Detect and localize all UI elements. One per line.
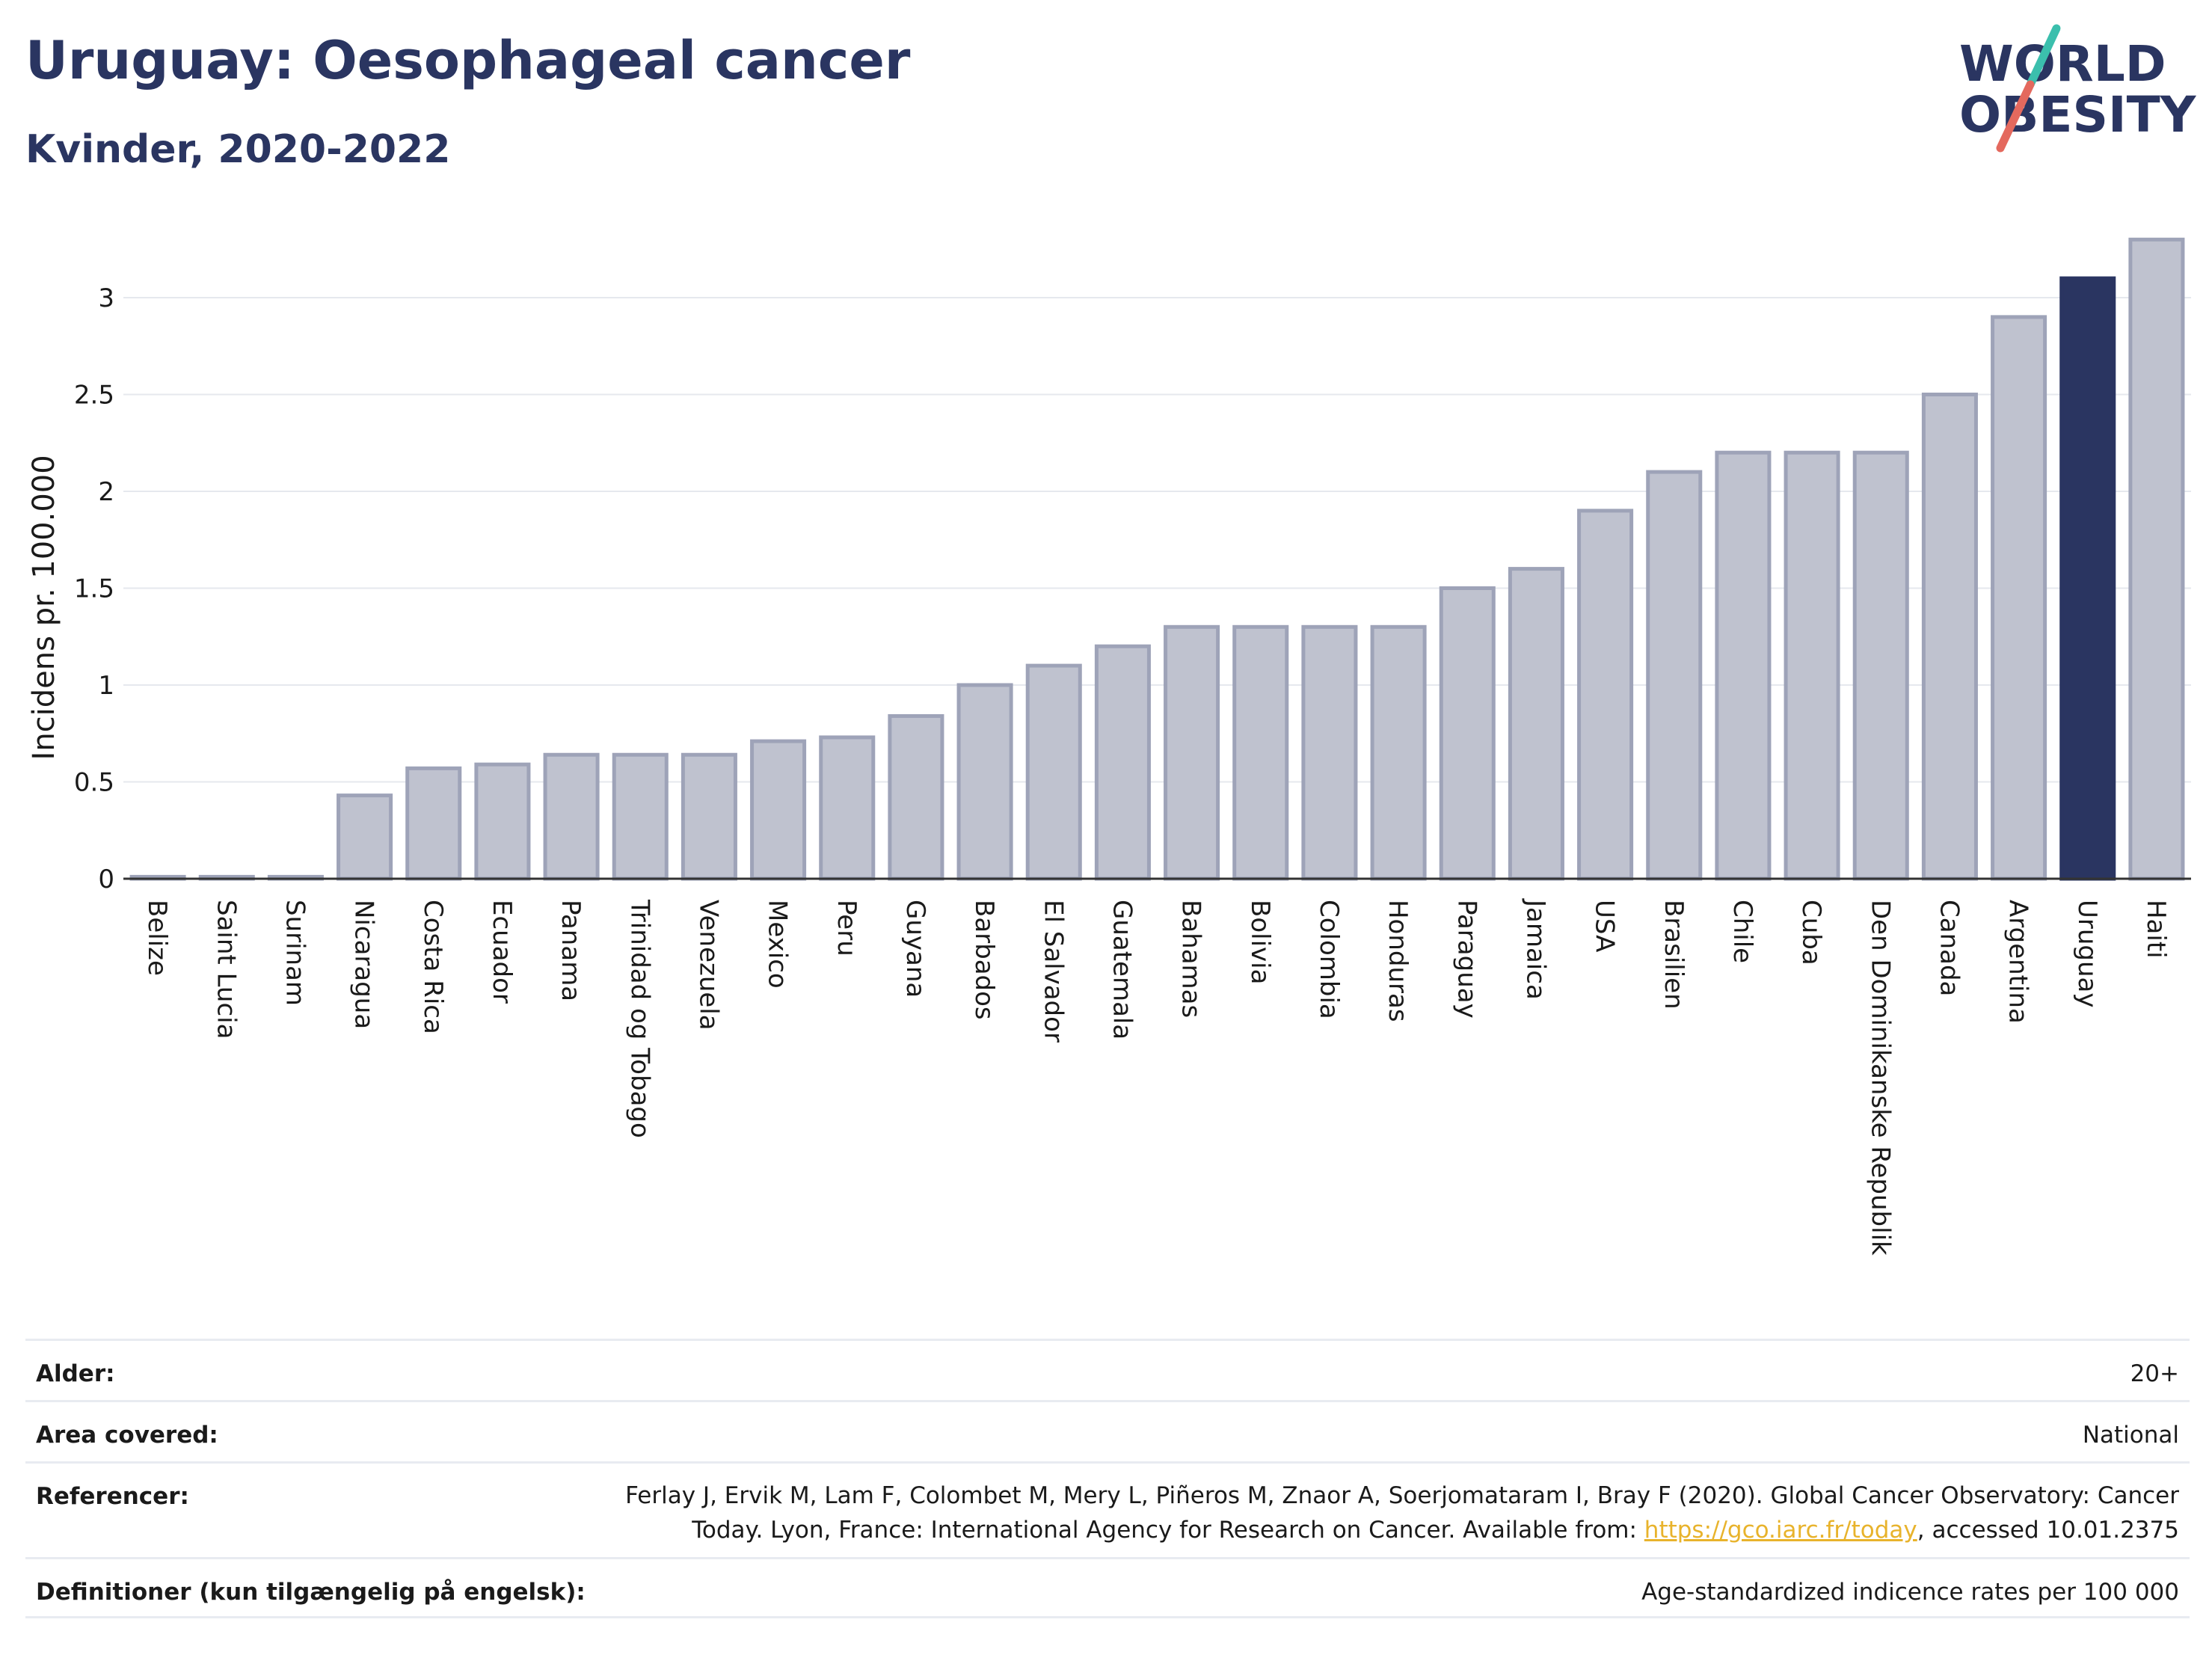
bar-el-salvador	[1025, 663, 1082, 881]
logo-slash-red	[1996, 80, 2035, 153]
bar-guatemala	[1094, 644, 1151, 881]
bar-nicaragua	[337, 793, 393, 881]
bar-barbados	[956, 683, 1013, 881]
bar-paraguay	[1439, 586, 1496, 881]
info-label-age: Alder:	[36, 1360, 115, 1387]
x-tick-label: Belize	[142, 900, 172, 976]
x-tick-label: Canada	[1934, 900, 1964, 996]
x-tick-label: Colombia	[1314, 900, 1344, 1019]
x-tick-label: Chile	[1727, 900, 1757, 963]
x-tick-label: Guyana	[900, 900, 930, 998]
bar-guyana	[888, 713, 944, 881]
x-tick-label: Saint Lucia	[211, 900, 241, 1039]
x-tick-label: Bahamas	[1176, 900, 1206, 1018]
world-obesity-logo: WORLD OBESITY	[1959, 24, 2197, 153]
info-table: Alder: 20+ Area covered: National Refere…	[25, 1339, 2190, 1618]
info-row-area: Area covered: National	[25, 1400, 2190, 1461]
bars	[129, 237, 2185, 881]
x-tick-label: Bolivia	[1245, 900, 1275, 984]
reference-line1: Ferlay J, Ervik M, Lam F, Colombet M, Me…	[625, 1482, 2179, 1509]
x-tick-label: Haiti	[2141, 900, 2171, 959]
bar-chart: 0 0.5 1 1.5 2 2.5 3 Belize Saint Lucia Surinam Ni…	[27, 237, 2191, 1256]
y-tick-label: 2	[98, 477, 114, 507]
x-tick-label: Venezuela	[693, 900, 723, 1031]
reference-link[interactable]: https://gco.iarc.fr/today	[1644, 1517, 1917, 1544]
logo-line1: WORLD	[1959, 35, 2166, 93]
x-tick-label: Barbados	[969, 900, 999, 1020]
info-row-definitions: Definitioner (kun tilgængelig på engelsk…	[25, 1557, 2190, 1618]
y-tick-label: 0	[98, 865, 114, 894]
bar-bahamas	[1164, 624, 1220, 881]
info-row-age: Alder: 20+	[25, 1339, 2190, 1400]
y-tick-labels: 0 0.5 1 1.5 2 2.5 3	[74, 283, 114, 894]
info-value-area: National	[2082, 1422, 2179, 1449]
y-tick-label: 1	[98, 671, 114, 701]
info-label-definitions: Definitioner (kun tilgængelig på engelsk…	[36, 1579, 586, 1606]
x-tick-label: Honduras	[1383, 900, 1413, 1022]
x-tick-label: Nicaragua	[349, 900, 379, 1029]
bar-colombia	[1301, 624, 1358, 881]
bar-panama	[543, 752, 600, 881]
y-axis-title: Incidens pr. 100.000	[27, 455, 61, 760]
reference-line2-post: , accessed 10.01.2375	[1917, 1517, 2179, 1544]
x-tick-label: Mexico	[763, 900, 793, 989]
x-tick-labels: Belize Saint Lucia Surinam Nicaragua Costa R…	[142, 898, 2171, 1256]
x-tick-label: Panama	[556, 900, 586, 1001]
x-tick-label: Peru	[832, 900, 861, 957]
bar-chile	[1715, 450, 1772, 881]
logo-slash-teal	[2026, 24, 2061, 89]
bar-uruguay	[2059, 276, 2116, 881]
x-tick-label: El Salvador	[1038, 900, 1068, 1043]
bar-usa	[1577, 509, 1634, 881]
info-value-references: Ferlay J, Ervik M, Lam F, Colombet M, Me…	[625, 1479, 2179, 1547]
bar-canada	[1921, 393, 1978, 881]
bar-jamaica	[1508, 567, 1564, 881]
x-tick-label: Argentina	[2003, 900, 2033, 1024]
x-tick-label: Jamaica	[1520, 898, 1550, 1000]
info-label-references: Referencer:	[36, 1483, 189, 1510]
bar-trinidad-og-tobago	[612, 752, 669, 881]
grid-lines	[123, 297, 2191, 783]
info-value-definitions: Age-standardized indicence rates per 100…	[1641, 1579, 2179, 1606]
bar-ecuador	[474, 762, 531, 881]
x-tick-label: Ecuador	[487, 900, 517, 1004]
x-tick-label: Surinam	[280, 900, 310, 1006]
page-title: Uruguay: Oesophageal cancer	[25, 30, 911, 91]
bar-costa-rica	[405, 766, 462, 881]
bar-argentina	[1991, 315, 2047, 881]
info-value-age: 20+	[2130, 1360, 2179, 1387]
page-subtitle: Kvinder, 2020-2022	[25, 127, 451, 172]
x-tick-label: Costa Rica	[418, 900, 448, 1034]
bar-venezuela	[681, 752, 737, 881]
bar-bolivia	[1232, 624, 1289, 881]
bar-peru	[819, 735, 876, 881]
x-tick-label: Brasilien	[1659, 900, 1689, 1010]
bar-haiti	[2128, 237, 2185, 881]
info-label-area: Area covered:	[36, 1422, 218, 1449]
x-tick-label: Den Dominikanske Republik	[1865, 900, 1895, 1256]
x-tick-label: Trinidad og Tobago	[624, 899, 654, 1138]
bar-mexico	[750, 739, 807, 881]
bar-honduras	[1370, 624, 1427, 881]
info-row-references: Referencer: Ferlay J, Ervik M, Lam F, Co…	[25, 1461, 2190, 1557]
x-tick-label: Cuba	[1796, 900, 1826, 965]
x-tick-label: USA	[1590, 900, 1620, 952]
bar-brasilien	[1646, 470, 1703, 881]
y-tick-label: 2.5	[74, 381, 114, 411]
y-tick-label: 0.5	[74, 768, 114, 798]
bar-den-dominikanske-republik	[1852, 450, 1909, 881]
x-tick-label: Guatemala	[1107, 900, 1137, 1040]
x-tick-label: Paraguay	[1451, 900, 1481, 1019]
y-tick-label: 1.5	[74, 574, 114, 604]
y-tick-label: 3	[98, 283, 114, 313]
bar-cuba	[1784, 450, 1840, 881]
logo-line2: OBESITY	[1959, 86, 2197, 144]
x-tick-label: Uruguay	[2072, 900, 2102, 1008]
reference-line2-pre: Today. Lyon, France: International Agenc…	[692, 1517, 1644, 1544]
